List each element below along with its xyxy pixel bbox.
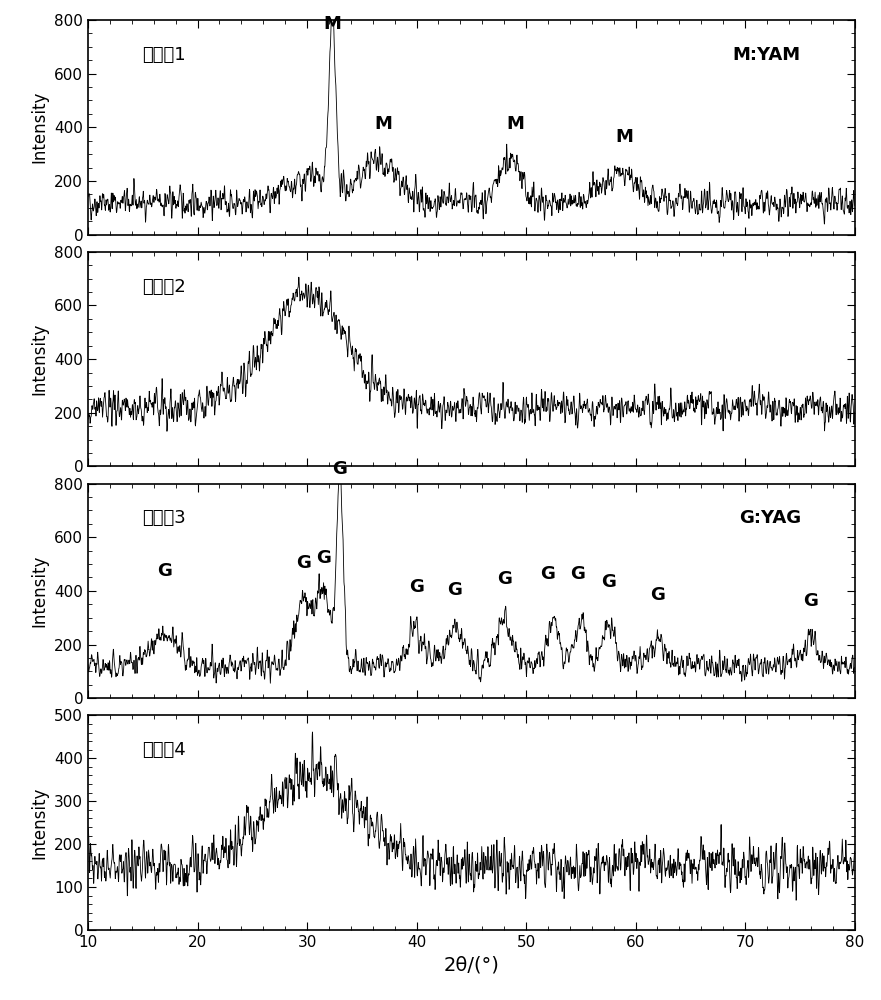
Text: G: G <box>497 570 512 588</box>
Y-axis label: Intensity: Intensity <box>31 91 48 163</box>
Text: G: G <box>541 565 555 583</box>
Y-axis label: Intensity: Intensity <box>31 555 48 627</box>
Text: M:YAM: M:YAM <box>733 46 801 64</box>
Text: 实施例3: 实施例3 <box>142 509 186 527</box>
Text: G:YAG: G:YAG <box>739 509 801 527</box>
Text: M: M <box>374 115 393 133</box>
Y-axis label: Intensity: Intensity <box>31 323 48 395</box>
Y-axis label: Intensity: Intensity <box>31 787 48 859</box>
Text: G: G <box>158 562 172 580</box>
Text: G: G <box>409 578 424 596</box>
Text: 实施例2: 实施例2 <box>142 278 186 296</box>
Text: M: M <box>507 115 524 133</box>
Text: 实施例4: 实施例4 <box>142 741 186 759</box>
Text: G: G <box>448 581 463 599</box>
Text: M: M <box>616 128 633 146</box>
Text: G: G <box>601 573 616 591</box>
Text: M: M <box>323 15 341 33</box>
Text: G: G <box>570 565 585 583</box>
Text: 实施例1: 实施例1 <box>142 46 185 64</box>
Text: G: G <box>650 586 665 604</box>
Text: G: G <box>316 549 331 567</box>
Text: G: G <box>803 592 818 610</box>
Text: G: G <box>332 460 347 478</box>
Text: G: G <box>296 554 311 572</box>
X-axis label: 2θ/(°): 2θ/(°) <box>443 955 500 974</box>
